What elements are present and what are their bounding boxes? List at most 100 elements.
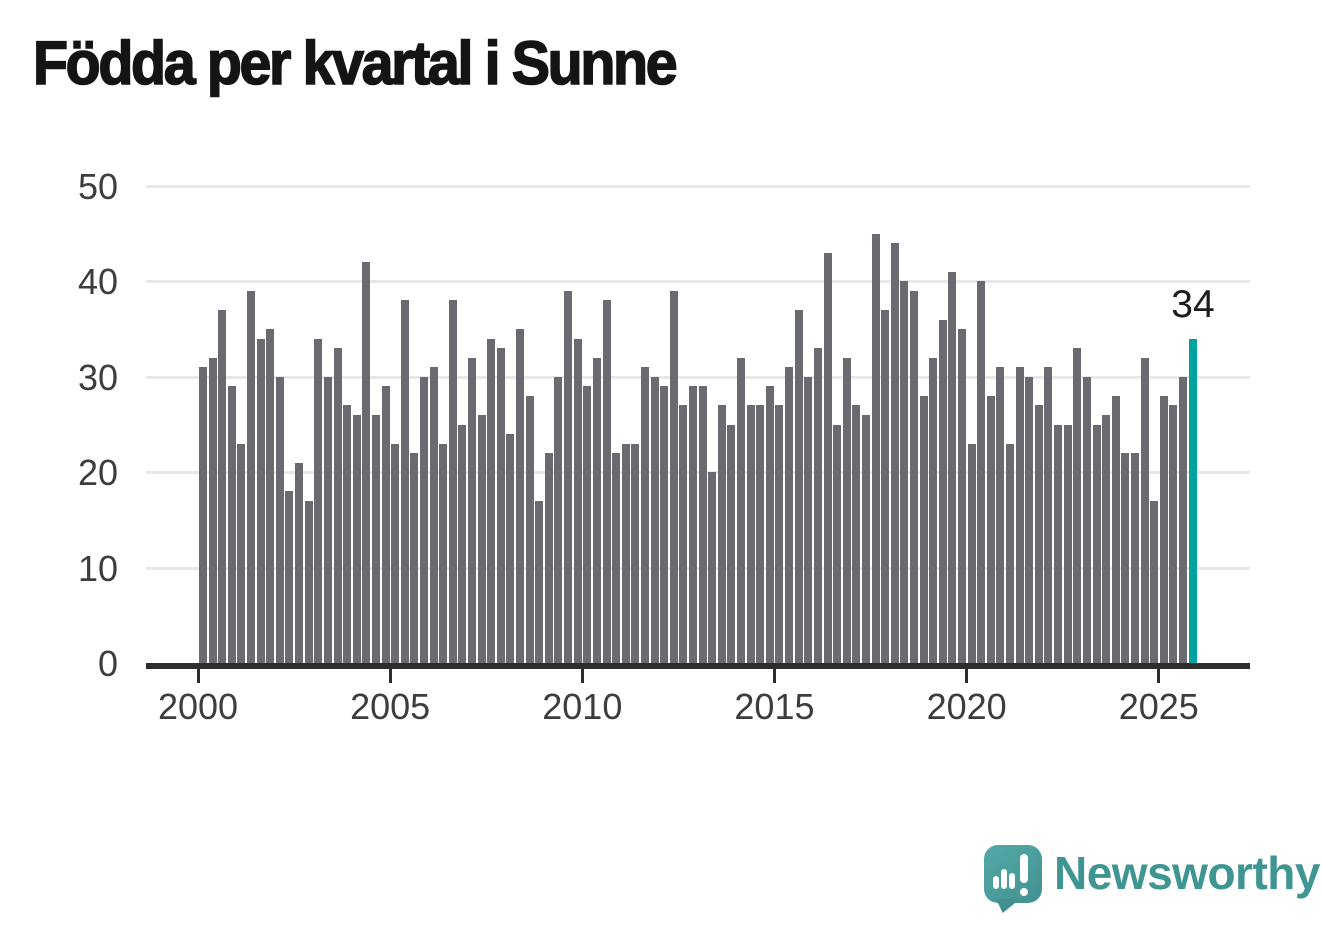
bar xyxy=(554,376,563,663)
gridline-40 xyxy=(146,280,1250,284)
bar xyxy=(323,376,332,663)
bar xyxy=(919,395,928,663)
bar xyxy=(900,281,909,663)
x-axis-tick-2000 xyxy=(196,669,200,683)
bar xyxy=(275,376,284,663)
bar xyxy=(458,424,467,663)
bar xyxy=(208,357,217,663)
bar xyxy=(621,443,630,663)
bar xyxy=(1073,348,1082,663)
x-axis-tick-2010 xyxy=(580,669,584,683)
x-tick-label-2005: 2005 xyxy=(350,686,431,727)
bar xyxy=(525,395,534,663)
bar xyxy=(496,348,505,663)
bar xyxy=(1140,357,1149,663)
bar xyxy=(564,290,573,663)
bar xyxy=(986,395,995,663)
bar xyxy=(708,472,717,663)
bar xyxy=(1169,405,1178,663)
bar xyxy=(938,319,947,663)
bar xyxy=(804,376,813,663)
exclamation-icon-dot xyxy=(1020,888,1028,896)
bar xyxy=(1092,424,1101,663)
bar xyxy=(477,414,486,663)
x-tick-label-2025: 2025 xyxy=(1118,686,1199,727)
bar xyxy=(842,357,851,663)
bar xyxy=(487,338,496,663)
newsworthy-logo-icon xyxy=(984,845,1042,903)
bar xyxy=(852,405,861,663)
bar xyxy=(967,443,976,663)
y-tick-label-20: 20 xyxy=(77,452,118,494)
gridline-10 xyxy=(146,566,1250,570)
chart-title: Födda per kvartal i Sunne xyxy=(32,28,678,98)
bar xyxy=(362,262,371,663)
bar xyxy=(679,405,688,663)
bar xyxy=(1121,453,1130,663)
bar xyxy=(1034,405,1043,663)
bar xyxy=(977,281,986,663)
y-tick-label-40: 40 xyxy=(77,261,118,303)
bar xyxy=(439,443,448,663)
bar xyxy=(1006,443,1015,663)
bar xyxy=(1025,376,1034,663)
x-tick-label-2000: 2000 xyxy=(157,686,239,727)
logo-bar-chart-icon xyxy=(1009,873,1015,889)
bar xyxy=(1082,376,1091,663)
bar xyxy=(1159,395,1168,663)
bar xyxy=(737,357,746,663)
bar xyxy=(371,414,380,663)
bar xyxy=(871,233,880,663)
bar xyxy=(506,434,515,663)
newsworthy-logo-text: Newsworthy xyxy=(1054,847,1320,899)
bar xyxy=(583,386,592,663)
gridline-20 xyxy=(146,471,1250,475)
bar xyxy=(612,453,621,663)
bar xyxy=(727,424,736,663)
bar xyxy=(631,443,640,663)
bar xyxy=(400,300,409,663)
bar xyxy=(698,386,707,663)
bar xyxy=(247,290,256,663)
logo-bar-chart-icon xyxy=(1001,869,1007,889)
bar xyxy=(266,329,275,663)
bar xyxy=(343,405,352,663)
bar xyxy=(909,290,918,663)
bar xyxy=(448,300,457,663)
gridline-30 xyxy=(146,375,1250,379)
bar xyxy=(381,386,390,663)
bar xyxy=(237,443,246,663)
gridline-50 xyxy=(146,185,1250,189)
bar xyxy=(468,357,477,663)
bar xyxy=(958,329,967,663)
bar xyxy=(333,348,342,663)
bar xyxy=(746,405,755,663)
y-tick-label-50: 50 xyxy=(77,166,118,207)
bar xyxy=(429,367,438,663)
bar xyxy=(765,386,774,663)
bar xyxy=(199,367,207,663)
bar xyxy=(1054,424,1063,663)
x-tick-label-2015: 2015 xyxy=(734,686,815,727)
bar xyxy=(602,300,611,663)
bar xyxy=(227,386,236,663)
x-axis-line xyxy=(146,663,1250,669)
bar xyxy=(823,252,832,663)
x-axis-tick-2025 xyxy=(1157,669,1161,683)
bar xyxy=(1178,376,1187,663)
bar xyxy=(1063,424,1072,663)
bar xyxy=(1150,500,1159,663)
y-tick-label-30: 30 xyxy=(77,356,118,398)
bar xyxy=(794,310,803,663)
bar xyxy=(1015,367,1024,663)
x-axis-tick-2020 xyxy=(965,669,969,683)
last-value-annotation: 34 xyxy=(1171,283,1215,326)
bar xyxy=(775,405,784,663)
bar xyxy=(304,500,313,663)
bar xyxy=(785,367,794,663)
speech-bubble-tail xyxy=(996,899,1020,913)
bar xyxy=(1044,367,1053,663)
bar xyxy=(1130,453,1139,663)
bar xyxy=(314,338,323,663)
